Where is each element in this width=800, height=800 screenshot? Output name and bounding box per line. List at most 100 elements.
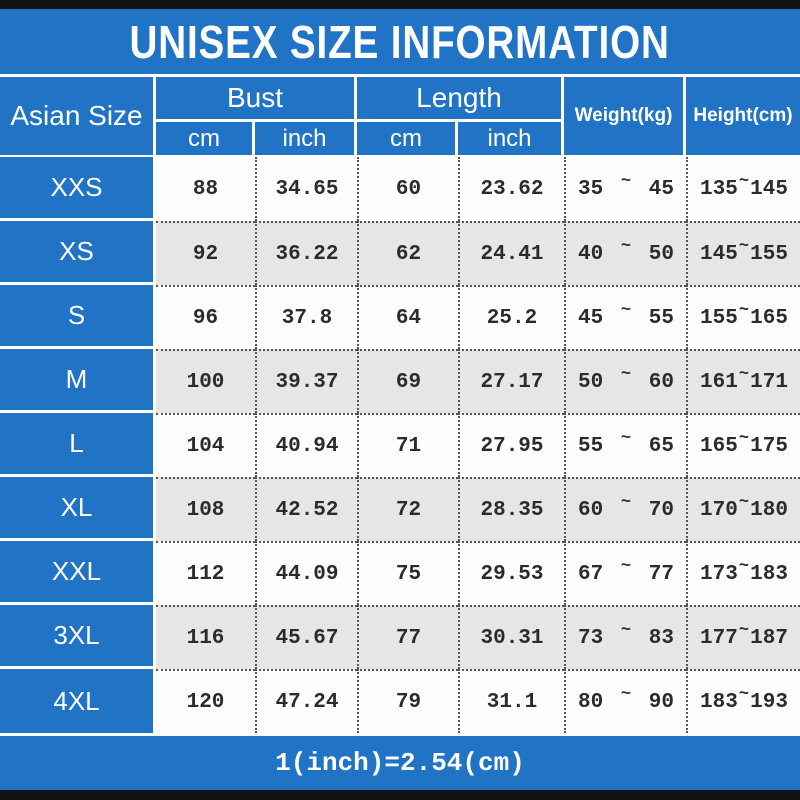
weight-min: 45 xyxy=(578,306,604,330)
height-range: 173 ~ 183 xyxy=(686,541,800,605)
weight-range: 50 ~ 60 xyxy=(564,349,686,413)
header-bust-cm: cm xyxy=(156,119,255,155)
length-inch-value: 27.95 xyxy=(458,413,564,477)
size-label: L xyxy=(0,413,156,477)
weight-range: 60 ~ 70 xyxy=(564,477,686,541)
footer-band: 1(inch)=2.54(cm) xyxy=(0,736,800,790)
tilde-glyph: ~ xyxy=(738,300,750,320)
tilde-glyph: ~ xyxy=(738,171,750,191)
height-max: 183 xyxy=(750,562,788,586)
height-min: 161 xyxy=(700,370,738,394)
bust-inch-value: 44.09 xyxy=(255,541,357,605)
bust-cm-value: 120 xyxy=(156,669,255,733)
bust-inch-value: 47.24 xyxy=(255,669,357,733)
table-row-l: L 104 40.94 71 27.95 55 ~ 65 165 ~ 175 xyxy=(0,413,800,477)
tilde-glyph: ~ xyxy=(620,556,632,576)
conversion-note: 1(inch)=2.54(cm) xyxy=(275,748,525,778)
size-label: 4XL xyxy=(0,669,156,733)
weight-max: 90 xyxy=(648,690,674,714)
table-row-xs: XS 92 36.22 62 24.41 40 ~ 50 145 ~ 155 xyxy=(0,221,800,285)
table-row-xxl: XXL 112 44.09 75 29.53 67 ~ 77 173 ~ 183 xyxy=(0,541,800,605)
height-min: 135 xyxy=(700,177,738,201)
header-length-inch: inch xyxy=(458,119,564,155)
weight-range: 80 ~ 90 xyxy=(564,669,686,733)
length-inch-value: 28.35 xyxy=(458,477,564,541)
height-max: 165 xyxy=(750,306,788,330)
size-label: XL xyxy=(0,477,156,541)
length-cm-value: 64 xyxy=(357,285,458,349)
header-length-cm: cm xyxy=(357,119,458,155)
bust-cm-value: 116 xyxy=(156,605,255,669)
weight-min: 35 xyxy=(578,177,604,201)
weight-min: 60 xyxy=(578,498,604,522)
tilde-glyph: ~ xyxy=(620,684,632,704)
size-label: XXL xyxy=(0,541,156,605)
size-label: M xyxy=(0,349,156,413)
tilde-glyph: ~ xyxy=(738,236,750,256)
bust-cm-value: 96 xyxy=(156,285,255,349)
bust-cm-value: 100 xyxy=(156,349,255,413)
weight-range: 45 ~ 55 xyxy=(564,285,686,349)
tilde-glyph: ~ xyxy=(620,236,632,256)
table-row-xxs: XXS 88 34.65 60 23.62 35 ~ 45 135 ~ 145 xyxy=(0,157,800,221)
weight-max: 50 xyxy=(648,242,674,266)
header-body-divider xyxy=(0,155,800,157)
height-range: 183 ~ 193 xyxy=(686,669,800,733)
height-max: 180 xyxy=(750,498,788,522)
size-label: XS xyxy=(0,221,156,285)
length-cm-value: 72 xyxy=(357,477,458,541)
height-max: 175 xyxy=(750,434,788,458)
tilde-glyph: ~ xyxy=(620,492,632,512)
height-min: 173 xyxy=(700,562,738,586)
weight-range: 55 ~ 65 xyxy=(564,413,686,477)
height-max: 187 xyxy=(750,626,788,650)
table-row-s: S 96 37.8 64 25.2 45 ~ 55 155 ~ 165 xyxy=(0,285,800,349)
bust-cm-value: 104 xyxy=(156,413,255,477)
height-range: 145 ~ 155 xyxy=(686,221,800,285)
tilde-glyph: ~ xyxy=(738,556,750,576)
weight-range: 73 ~ 83 xyxy=(564,605,686,669)
weight-min: 55 xyxy=(578,434,604,458)
bust-cm-value: 92 xyxy=(156,221,255,285)
height-range: 135 ~ 145 xyxy=(686,157,800,221)
length-inch-value: 23.62 xyxy=(458,157,564,221)
weight-max: 45 xyxy=(648,177,674,201)
length-cm-value: 62 xyxy=(357,221,458,285)
tilde-glyph: ~ xyxy=(738,620,750,640)
length-cm-value: 71 xyxy=(357,413,458,477)
tilde-glyph: ~ xyxy=(738,364,750,384)
header-bust-group: Bust xyxy=(156,77,357,119)
bust-cm-value: 88 xyxy=(156,157,255,221)
length-cm-value: 77 xyxy=(357,605,458,669)
bust-inch-value: 37.8 xyxy=(255,285,357,349)
length-inch-value: 24.41 xyxy=(458,221,564,285)
tilde-glyph: ~ xyxy=(620,300,632,320)
weight-max: 65 xyxy=(648,434,674,458)
weight-min: 40 xyxy=(578,242,604,266)
length-cm-value: 75 xyxy=(357,541,458,605)
title-band: UNISEX SIZE INFORMATION xyxy=(0,9,800,77)
weight-min: 80 xyxy=(578,690,604,714)
bust-cm-value: 112 xyxy=(156,541,255,605)
size-label: 3XL xyxy=(0,605,156,669)
height-range: 177 ~ 187 xyxy=(686,605,800,669)
weight-min: 50 xyxy=(578,370,604,394)
weight-range: 40 ~ 50 xyxy=(564,221,686,285)
length-inch-value: 27.17 xyxy=(458,349,564,413)
height-range: 170 ~ 180 xyxy=(686,477,800,541)
tilde-glyph: ~ xyxy=(738,428,750,448)
height-min: 155 xyxy=(700,306,738,330)
height-min: 177 xyxy=(700,626,738,650)
table-row-4xl: 4XL 120 47.24 79 31.1 80 ~ 90 183 ~ 193 xyxy=(0,669,800,733)
table-body: XXS 88 34.65 60 23.62 35 ~ 45 135 ~ 145 … xyxy=(0,157,800,733)
length-inch-value: 31.1 xyxy=(458,669,564,733)
top-black-bar xyxy=(0,0,800,9)
weight-range: 35 ~ 45 xyxy=(564,157,686,221)
bust-cm-value: 108 xyxy=(156,477,255,541)
length-inch-value: 30.31 xyxy=(458,605,564,669)
height-min: 183 xyxy=(700,690,738,714)
bust-inch-value: 40.94 xyxy=(255,413,357,477)
height-range: 161 ~ 171 xyxy=(686,349,800,413)
tilde-glyph: ~ xyxy=(738,684,750,704)
